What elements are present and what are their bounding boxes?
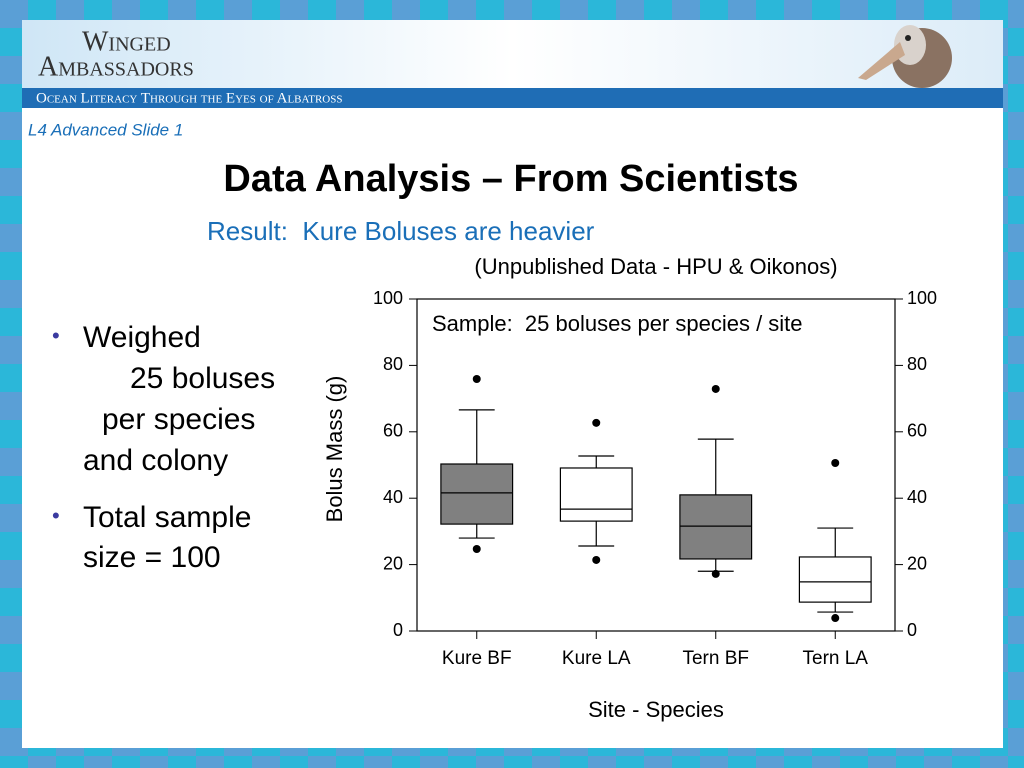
chart: (Unpublished Data - HPU & Oikonos) Sampl… [322, 254, 937, 722]
y2-tick-label: 20 [907, 553, 927, 573]
bullet-line: Weighed [83, 321, 201, 354]
banner [22, 20, 1003, 90]
x-tick-label: Kure BF [442, 648, 512, 669]
outlier [472, 375, 481, 384]
y2-tick-label: 40 [907, 487, 927, 507]
banner-stripe [22, 88, 1003, 108]
outlier [831, 459, 840, 468]
outlier [592, 555, 601, 564]
y2-tick-label: 60 [907, 421, 927, 441]
y-tick-label: 0 [393, 620, 403, 640]
bullet-line: and colony [83, 444, 228, 477]
x-tick-label: Kure LA [562, 648, 631, 669]
plot-frame [416, 298, 896, 632]
outlier [592, 418, 601, 427]
slide-label: L4 Advanced Slide 1 [28, 120, 183, 139]
bullet-dot: • [52, 323, 60, 348]
x-tick-label: Tern LA [803, 648, 869, 669]
y-tick-label: 20 [383, 553, 403, 573]
y-tick-label: 100 [373, 288, 403, 308]
annotation: Sample: 25 boluses per species / site [432, 311, 803, 336]
box [798, 556, 872, 603]
y-tick-label: 80 [383, 354, 403, 374]
slide-body [22, 20, 1003, 748]
y-tick-label: 60 [383, 421, 403, 441]
x-tick-label: Tern BF [682, 648, 749, 669]
box [679, 494, 753, 560]
outlier [711, 569, 720, 578]
outlier [472, 544, 481, 553]
bullet-dot: • [52, 503, 60, 528]
outlier [831, 614, 840, 623]
bullet-line: Total sample [83, 501, 251, 534]
y2-tick-label: 80 [907, 354, 927, 374]
brand-line-1: Winged [82, 26, 171, 57]
y2-tick-label: 100 [907, 288, 937, 308]
result-subtitle: Result: Kure Boluses are heavier [207, 216, 595, 246]
slide-title: Data Analysis – From Scientists [223, 158, 798, 200]
y-tick-label: 40 [383, 487, 403, 507]
bullet-line: per species [102, 403, 255, 436]
bullet-line: size = 100 [83, 541, 221, 574]
box [440, 463, 514, 525]
bullet-line: 25 boluses [130, 362, 275, 395]
albatross-icon [858, 25, 952, 88]
tagline: Ocean Literacy Through the Eyes of Albat… [36, 90, 342, 106]
y-axis-label: Bolus Mass (g) [322, 376, 347, 523]
x-axis-label: Site - Species [588, 697, 724, 722]
box [559, 467, 633, 522]
y2-tick-label: 0 [907, 620, 917, 640]
brand-line-2: Ambassadors [38, 51, 194, 82]
outlier [711, 384, 720, 393]
chart-title: (Unpublished Data - HPU & Oikonos) [474, 254, 837, 279]
